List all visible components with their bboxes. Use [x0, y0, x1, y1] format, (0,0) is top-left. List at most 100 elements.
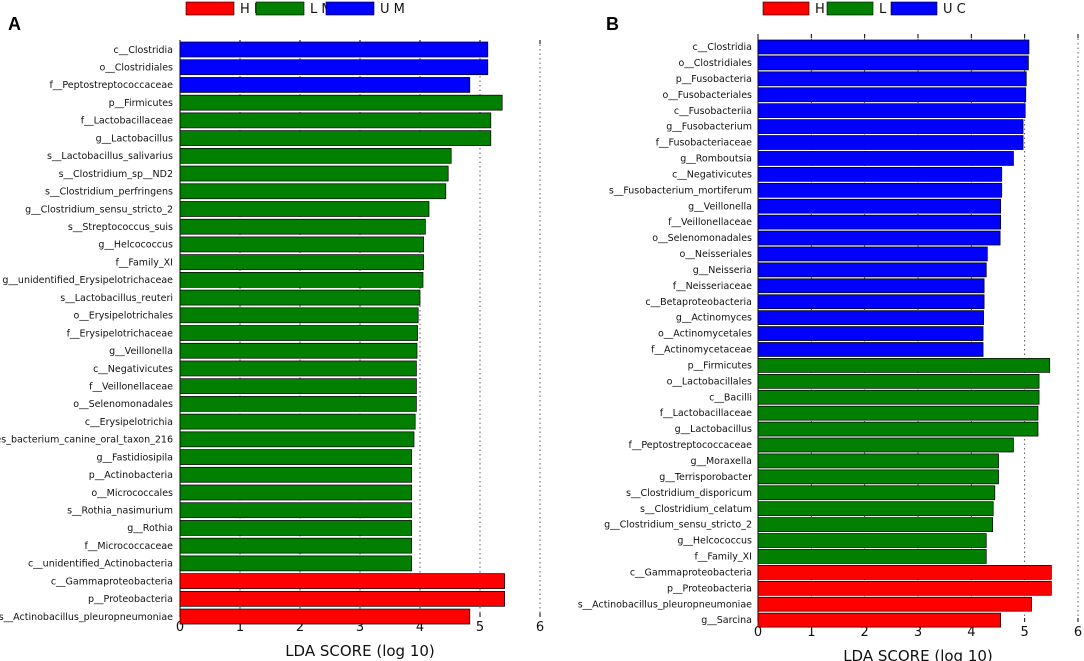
- panel-b-bar-label-23: f__Lactobacillaceae: [660, 408, 752, 419]
- panel-a-bar-8: [179, 183, 447, 200]
- panel-a-bar-label-13: g__unidentified_Erysipelotrichaceae: [2, 275, 173, 286]
- panel-b-bar-label-11: f__Veillonellaceae: [668, 217, 752, 228]
- panel-b-bar-2: [757, 71, 1027, 87]
- panel-a-bar-label-6: s__Lactobacillus_salivarius: [47, 151, 173, 162]
- panel-b-bar-13: [757, 246, 988, 262]
- panel-b-bar-16: [757, 294, 985, 310]
- panel-b-bar-21: [757, 373, 1040, 389]
- panel-b-bar-12: [757, 230, 1001, 246]
- panel-a-bar-label-15: o__Erysipelotrichales: [73, 311, 173, 322]
- panel-a-bar-26: [179, 502, 412, 519]
- panel-b-bar-label-29: s__Clostridium_celatum: [640, 504, 752, 515]
- panel-b-bar-label-33: c__Gammaproteobacteria: [630, 567, 752, 578]
- panel-b-bar-label-20: p__Firmicutes: [688, 360, 752, 371]
- panel-a-bar-label-16: f__Erysipelotrichaceae: [67, 328, 174, 339]
- panel-a-bar-12: [179, 254, 424, 270]
- panel-a-tick-label-0: 0: [176, 620, 184, 635]
- panel-a-bar-label-12: f__Family_XI: [116, 257, 173, 268]
- panel-b-bar-34: [757, 580, 1052, 596]
- panel-a-bar-22: [179, 431, 415, 448]
- panel-a-tick-label-2: 2: [296, 620, 304, 635]
- panel-b-bar-label-0: c__Clostridia: [692, 42, 752, 53]
- panel-a-bar-label-18: c__Negativicutes: [93, 364, 173, 375]
- panel-b-bar-36: [757, 612, 1002, 628]
- panel-a-bar-21: [179, 413, 416, 430]
- panel-a-bar-label-17: g__Veillonella: [109, 346, 173, 357]
- panel-b-tick-label-5: 5: [1021, 625, 1029, 640]
- panel-b-legend-swatch-U: [890, 1, 938, 16]
- panel-a-bar-label-26: s__Rothia_nasimurium: [67, 506, 173, 517]
- panel-a-legend-label-U: U M: [380, 2, 405, 17]
- panel-b-bar-9: [757, 182, 1003, 198]
- panel-b-bar-label-34: p__Proteobacteria: [667, 583, 752, 594]
- panel-b-bar-6: [757, 135, 1024, 150]
- panel-b-bar-label-7: g__Romboutsia: [680, 154, 752, 165]
- panel-b-bar-label-3: o__Fusobacteriales: [663, 90, 753, 101]
- panel-a-bar-27: [179, 520, 412, 536]
- panel-b-bar-1: [757, 55, 1029, 71]
- panel-a-bar-17: [179, 342, 418, 359]
- panel-a-bar-label-27: g__Rothia: [127, 523, 173, 534]
- panel-b-bar-label-17: g__Actinomyces: [676, 313, 752, 324]
- panel-a-bar-5: [179, 130, 492, 146]
- panel-a-bar-label-21: c__Erysipelotrichia: [85, 417, 173, 428]
- panel-a-bar-25: [179, 484, 412, 501]
- panel-b-tick-label-2: 2: [861, 625, 869, 640]
- panel-b-legend-label-U: U C: [943, 2, 966, 17]
- panel-b-bar-35: [757, 596, 1032, 612]
- panel-a-label: A: [8, 14, 21, 34]
- panel-b-tick-label-1: 1: [807, 625, 815, 640]
- panel-a-bar-3: [179, 94, 503, 111]
- panel-b-bar-4: [757, 103, 1026, 119]
- panel-a-legend-swatch-H: [185, 1, 235, 16]
- panel-b-bar-17: [757, 310, 984, 325]
- panel-a-bar-label-0: c__Clostridia: [113, 45, 173, 56]
- panel-a-bar-0: [179, 41, 489, 58]
- panel-a-tick-label-6: 6: [536, 620, 544, 635]
- panel-a-bar-label-2: f__Peptostreptococcaceae: [50, 80, 174, 91]
- panel-a-bar-label-31: p__Proteobacteria: [88, 594, 173, 605]
- panel-b-bar-label-4: c__Fusobacteriia: [674, 106, 752, 117]
- panel-a-bar-16: [179, 325, 418, 341]
- panel-b-tick-label-0: 0: [754, 625, 762, 640]
- panel-a-bar-label-10: s__Streptococcus_suis: [68, 222, 173, 233]
- panel-a-bar-label-19: f__Veillonellaceae: [89, 381, 173, 392]
- panel-b-bar-0: [757, 39, 1030, 55]
- panel-b-bar-28: [757, 485, 996, 501]
- panel-b-bar-label-12: o__Selenomonadales: [652, 233, 752, 244]
- panel-a-tick-label-5: 5: [476, 620, 484, 635]
- panel-b-bar-label-9: s__Fusobacterium_mortiferum: [609, 185, 752, 196]
- panel-a-bar-label-3: p__Firmicutes: [109, 98, 173, 109]
- panel-b-bar-19: [757, 342, 984, 357]
- panel-b-bar-30: [757, 517, 994, 532]
- panel-b-bar-label-14: g__Neisseria: [693, 265, 752, 276]
- panel-a-bar-label-24: p__Actinobacteria: [89, 470, 173, 481]
- panel-b-tick-label-3: 3: [914, 625, 922, 640]
- panel-b-bar-32: [757, 549, 987, 564]
- panel-b-bar-label-6: f__Fusobacteriaceae: [656, 138, 752, 149]
- panel-b-bar-8: [757, 167, 1003, 182]
- panel-b-bar-24: [757, 421, 1039, 437]
- panel-b-bar-label-8: c__Negativicutes: [672, 169, 752, 180]
- panel-a-bar-6: [179, 147, 452, 164]
- panel-a-legend-swatch-U: [325, 1, 375, 16]
- panel-a-tick-label-1: 1: [236, 620, 244, 635]
- panel-a-bar-23: [179, 449, 412, 465]
- panel-b-bar-label-32: f__Family_XI: [695, 552, 752, 563]
- panel-b-label: B: [606, 14, 619, 34]
- panel-b-bar-26: [757, 453, 999, 469]
- panel-b-bar-label-28: s__Clostridium_disporicum: [626, 488, 752, 499]
- panel-a-tick-label-4: 4: [416, 620, 424, 635]
- panel-b-bar-10: [757, 198, 1002, 214]
- panel-a-bar-label-4: f__Lactobacillaceae: [81, 116, 173, 127]
- panel-a-bar-7: [179, 165, 449, 182]
- panel-b-bar-29: [757, 501, 994, 517]
- panel-a-bar-label-11: g__Helcococcus: [98, 240, 173, 251]
- panel-a-bar-10: [179, 218, 426, 235]
- panel-b-bar-25: [757, 437, 1014, 453]
- panel-b-bar-15: [757, 278, 985, 294]
- panel-a-bar-label-14: s__Lactobacillus_reuteri: [60, 293, 173, 304]
- panel-b-bar-label-30: g__Clostridium_sensu_stricto_2: [604, 520, 752, 531]
- panel-a-bar-label-8: s__Clostridium_perfringens: [45, 187, 173, 198]
